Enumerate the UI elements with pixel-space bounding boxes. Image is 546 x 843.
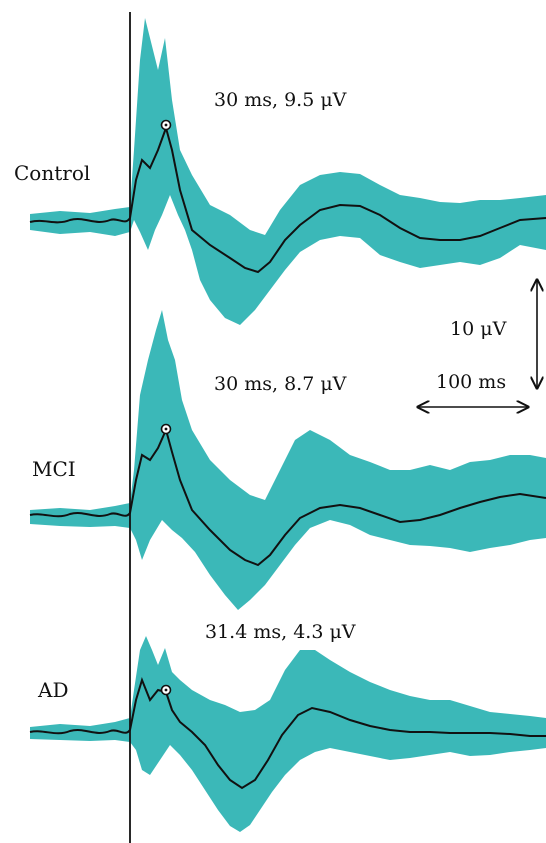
mci-group-label: MCI: [32, 457, 76, 481]
amplitude-scale-label: 10 μV: [450, 318, 507, 340]
control-peak-marker-dot: [164, 123, 168, 127]
control-peak-label: 30 ms, 9.5 μV: [214, 89, 347, 111]
control-mean-trace: [29, 124, 546, 274]
mci-peak-marker-dot: [164, 427, 168, 431]
control-confidence-band: [30, 18, 546, 325]
time-scale-label: 100 ms: [436, 371, 506, 393]
control-group-label: Control: [14, 161, 90, 185]
panel-control: Control 30 ms, 9.5 μV: [14, 18, 546, 325]
mci-mean-trace: [29, 427, 546, 567]
panel-ad: AD 31.4 ms, 4.3 μV: [29, 621, 546, 832]
ad-group-label: AD: [37, 678, 68, 702]
scale-bars: 10 μV 100 ms: [418, 280, 537, 407]
ad-confidence-band: [30, 636, 546, 832]
ad-peak-label: 31.4 ms, 4.3 μV: [205, 621, 356, 643]
mci-peak-label: 30 ms, 8.7 μV: [214, 373, 347, 395]
panel-mci: MCI 30 ms, 8.7 μV: [29, 310, 546, 610]
ad-peak-marker-dot: [164, 688, 168, 692]
mci-confidence-band: [30, 310, 546, 610]
